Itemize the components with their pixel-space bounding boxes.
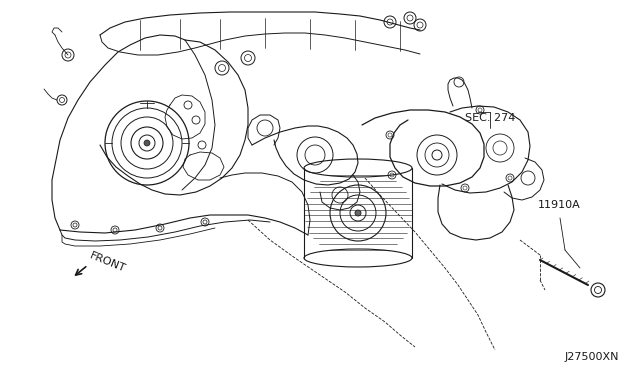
Text: 11910A: 11910A (538, 200, 580, 210)
Circle shape (355, 210, 361, 216)
Text: SEC. 274: SEC. 274 (465, 113, 515, 123)
Text: FRONT: FRONT (88, 250, 127, 274)
Ellipse shape (304, 249, 412, 267)
Text: J27500XN: J27500XN (565, 352, 620, 362)
Circle shape (144, 140, 150, 146)
